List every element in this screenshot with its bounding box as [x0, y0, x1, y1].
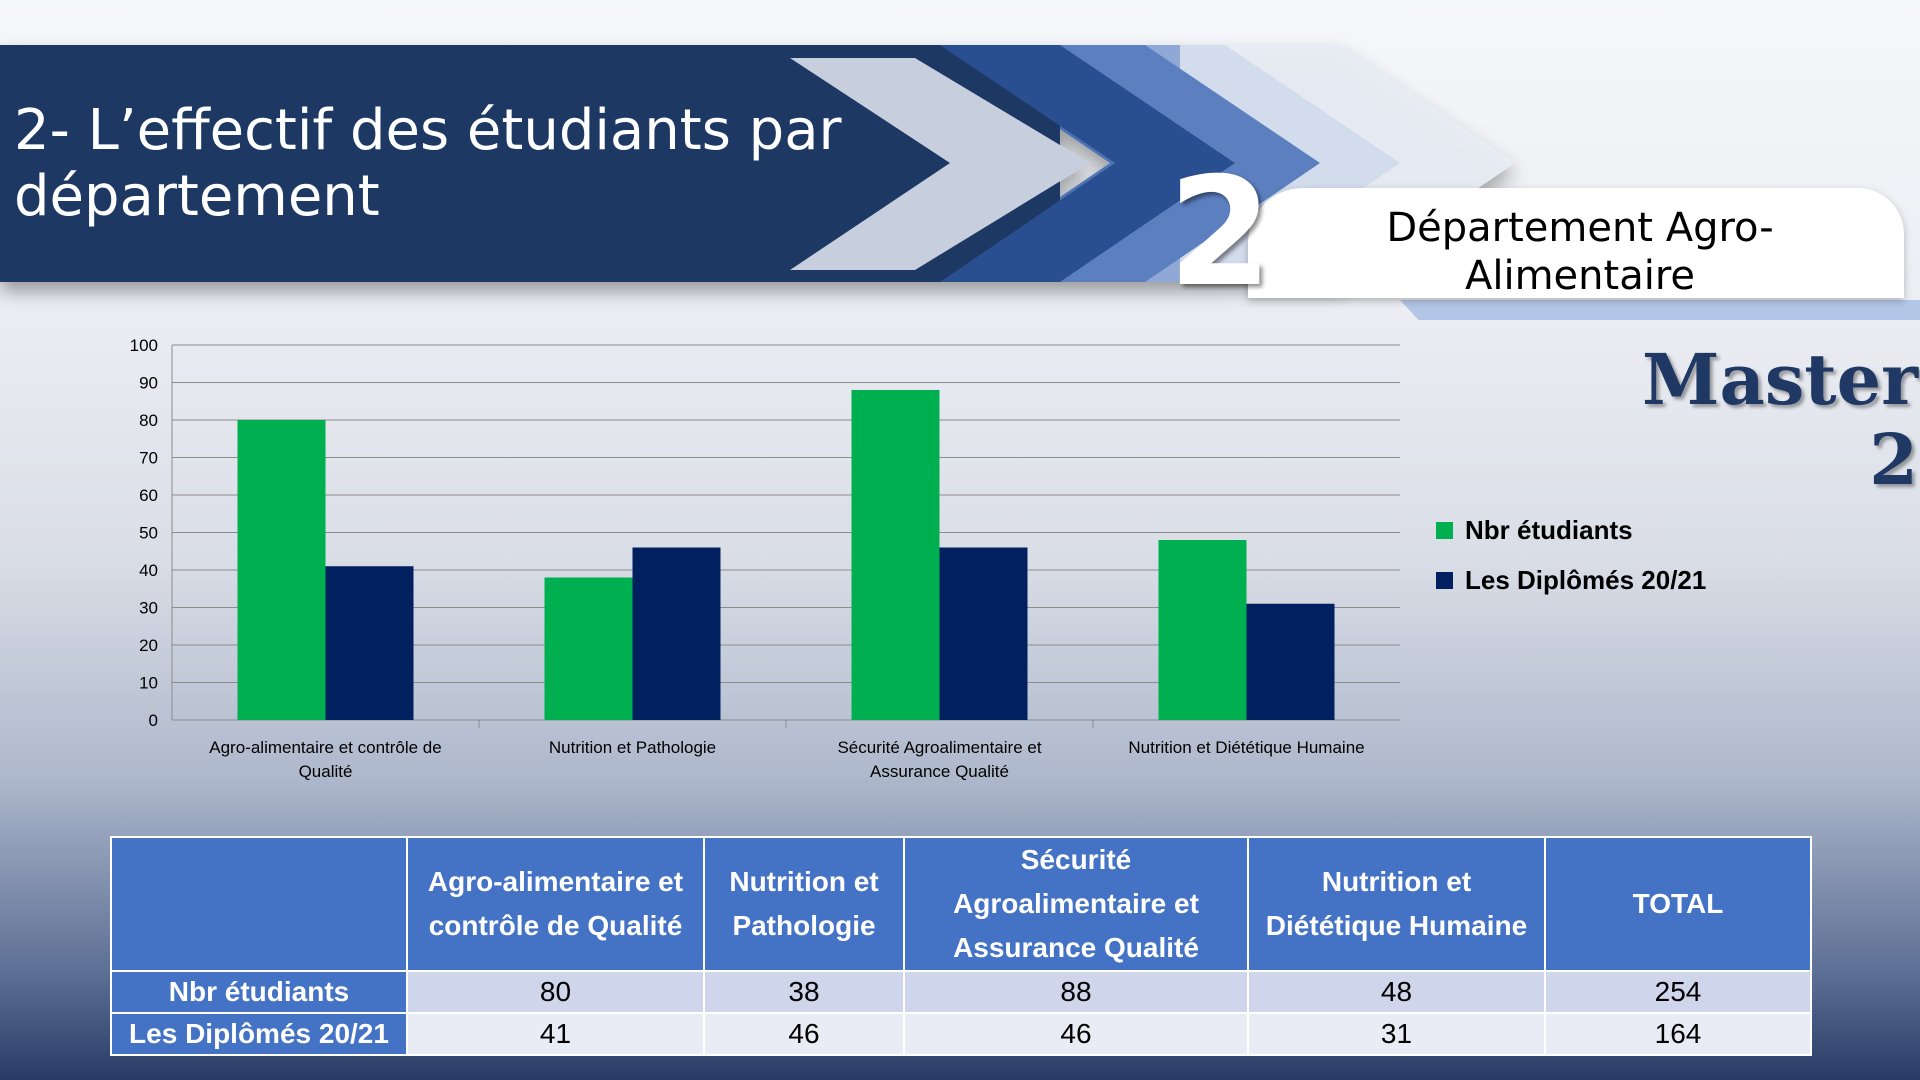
department-number: 2 — [1168, 146, 1273, 320]
legend-label-students: Nbr étudiants — [1465, 514, 1633, 545]
header-banner — [0, 45, 1920, 320]
table-column-header: Nutrition et Pathologie — [703, 836, 905, 972]
y-tick-label: 40 — [139, 561, 158, 580]
x-category-label: Nutrition et Diététique Humaine — [1128, 738, 1364, 757]
bar-students — [1158, 540, 1247, 720]
y-tick-label: 80 — [139, 411, 158, 430]
table-cell: 38 — [703, 970, 905, 1014]
bar-graduates — [632, 547, 721, 720]
chevron-4 — [1085, 45, 1400, 282]
department-box — [1248, 188, 1904, 298]
y-tick-label: 10 — [139, 674, 158, 693]
table-row: Les Diplômés 20/21 41 46 46 31 164 — [110, 1012, 1812, 1056]
y-tick-label: 90 — [139, 374, 158, 393]
table-cell: 31 — [1247, 1012, 1546, 1056]
legend-swatch-graduates — [1436, 571, 1453, 589]
chevron-0 — [790, 58, 1090, 270]
y-tick-label: 70 — [139, 449, 158, 468]
slide-title: 2- L’effectif des étudiants par départem… — [14, 98, 842, 229]
table-row-label: Les Diplômés 20/21 — [110, 1012, 408, 1056]
bar-students — [237, 420, 326, 720]
table-cell: 80 — [406, 970, 705, 1014]
department-label: Département Agro-Alimentaire — [1386, 205, 1774, 299]
banner-dark-block — [0, 45, 1060, 282]
legend-swatch-students — [1436, 521, 1453, 539]
table-column-header: TOTAL — [1544, 836, 1812, 972]
table-cell: 46 — [903, 1012, 1249, 1056]
table-column-header: Nutrition et Diététique Humaine — [1247, 836, 1546, 972]
bar-graduates — [1246, 603, 1335, 720]
table-column-header: Sécurité Agroalimentaire et Assurance Qu… — [903, 836, 1249, 972]
y-tick-label: 50 — [139, 524, 158, 543]
y-tick-label: 30 — [139, 599, 158, 618]
bar-graduates — [939, 547, 1028, 720]
table-cell: 46 — [703, 1012, 905, 1056]
level-ribbon — [1400, 300, 1920, 320]
table-corner-cell — [110, 836, 408, 972]
table-column-header: Agro-alimentaire et contrôle de Qualité — [406, 836, 705, 972]
chart-legend: Nbr étudiants Les Diplômés 20/21 — [1436, 512, 1706, 612]
level-label: Master 2 — [1641, 338, 1918, 501]
table-header-row: Agro-alimentaire et contrôle de Qualité … — [110, 836, 1812, 972]
data-table: Agro-alimentaire et contrôle de Qualité … — [110, 836, 1812, 1056]
table-cell: 88 — [903, 970, 1249, 1014]
legend-item-graduates: Les Diplômés 20/21 — [1436, 562, 1706, 598]
y-tick-label: 60 — [139, 486, 158, 505]
x-category-label: Sécurité Agroalimentaire et Assurance Qua… — [837, 738, 1041, 781]
chevron-0c — [1060, 45, 1320, 282]
chevron-0b — [940, 45, 1235, 282]
bar-chart: 0 10 20 30 40 50 60 70 80 90 100 Agro-alimentaire e… — [130, 336, 1400, 781]
y-tick-label: 0 — [149, 711, 158, 730]
bar-students — [544, 577, 633, 720]
x-category-label: Nutrition et Pathologie — [549, 738, 716, 757]
table-row-label: Nbr étudiants — [110, 970, 408, 1014]
legend-item-students: Nbr étudiants — [1436, 512, 1706, 548]
table-cell: 48 — [1247, 970, 1546, 1014]
bar-graduates — [325, 566, 414, 720]
y-tick-label: 100 — [130, 336, 158, 355]
bar-students — [851, 390, 940, 720]
table-cell: 164 — [1544, 1012, 1812, 1056]
x-category-label: Agro-alimentaire et contrôle de Qualité — [209, 738, 441, 781]
table-row: Nbr étudiants 80 38 88 48 254 — [110, 970, 1812, 1014]
y-tick-label: 20 — [139, 636, 158, 655]
table-cell: 254 — [1544, 970, 1812, 1014]
legend-label-graduates: Les Diplômés 20/21 — [1465, 564, 1707, 595]
table-cell: 41 — [406, 1012, 705, 1056]
